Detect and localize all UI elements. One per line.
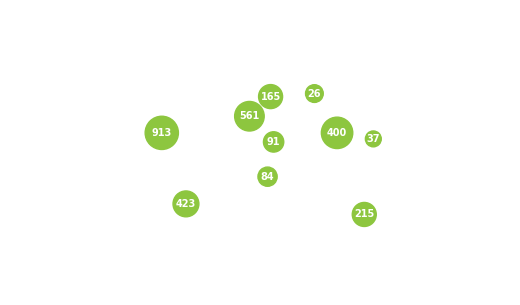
Circle shape	[264, 132, 284, 152]
Circle shape	[258, 84, 282, 109]
Text: 561: 561	[239, 111, 259, 121]
Circle shape	[321, 117, 353, 149]
Circle shape	[352, 203, 376, 226]
Circle shape	[235, 102, 264, 131]
Text: 913: 913	[152, 128, 172, 138]
Text: 37: 37	[367, 134, 380, 144]
Text: 26: 26	[308, 88, 321, 99]
Text: 400: 400	[327, 128, 347, 138]
Text: 91: 91	[267, 137, 280, 147]
Circle shape	[145, 116, 178, 149]
Circle shape	[258, 167, 277, 186]
Text: 423: 423	[176, 199, 196, 209]
Text: 215: 215	[354, 210, 374, 220]
Text: 84: 84	[261, 172, 275, 182]
Circle shape	[173, 191, 199, 217]
Circle shape	[306, 85, 323, 102]
Circle shape	[366, 131, 381, 147]
Text: 165: 165	[261, 92, 281, 102]
